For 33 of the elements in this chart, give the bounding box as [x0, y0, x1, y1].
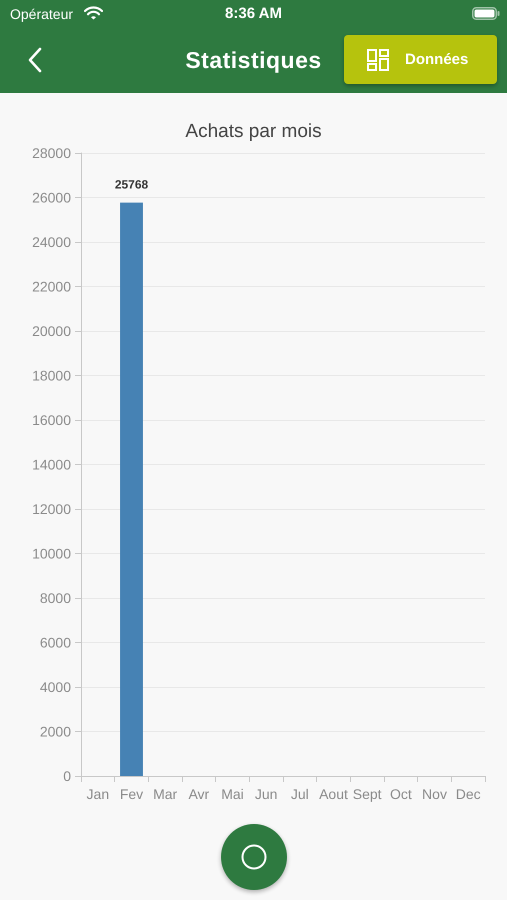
- x-tick-label: Oct: [390, 786, 412, 802]
- text: 8:36 AM: [225, 5, 282, 22]
- x-tick-label: Dec: [456, 786, 481, 802]
- y-tick-label: 6000: [40, 634, 72, 650]
- y-tick-label: 14000: [32, 456, 72, 472]
- y-tick-label: 4000: [40, 679, 72, 695]
- x-tick-label: Mar: [153, 786, 178, 802]
- x-tick-label: Nov: [422, 786, 447, 802]
- y-tick-label: 18000: [32, 368, 72, 384]
- y-tick-label: 8000: [40, 590, 72, 606]
- x-tick-label: Jul: [290, 786, 309, 802]
- x-tick-label: Fev: [120, 786, 144, 802]
- x-tick-label: Mai: [221, 786, 244, 802]
- x-tick-label: Jun: [254, 786, 278, 802]
- text: Statistiques: [185, 47, 322, 73]
- y-tick-label: 16000: [32, 412, 72, 428]
- y-tick-label: 20000: [32, 323, 72, 339]
- y-tick-label: 12000: [32, 501, 72, 517]
- x-tick-label: Aout: [319, 786, 348, 802]
- chart-title: Achats par mois: [185, 121, 322, 142]
- y-tick-label: 22000: [32, 278, 72, 294]
- button: Données: [344, 35, 497, 84]
- y-tick-label: 24000: [32, 234, 72, 250]
- y-tick-label: 26000: [32, 190, 72, 206]
- data-label: 25768: [114, 178, 149, 192]
- y-tick-label: 10000: [32, 546, 72, 562]
- x-tick-label: Jan: [86, 786, 110, 802]
- x-tick-label: Avr: [188, 786, 210, 802]
- text: Opérateur: [10, 5, 74, 23]
- y-tick-label: 0: [63, 768, 72, 784]
- y-tick-label: 28000: [32, 145, 72, 161]
- x-tick-label: Sept: [352, 786, 382, 802]
- y-tick-label: 2000: [40, 724, 72, 740]
